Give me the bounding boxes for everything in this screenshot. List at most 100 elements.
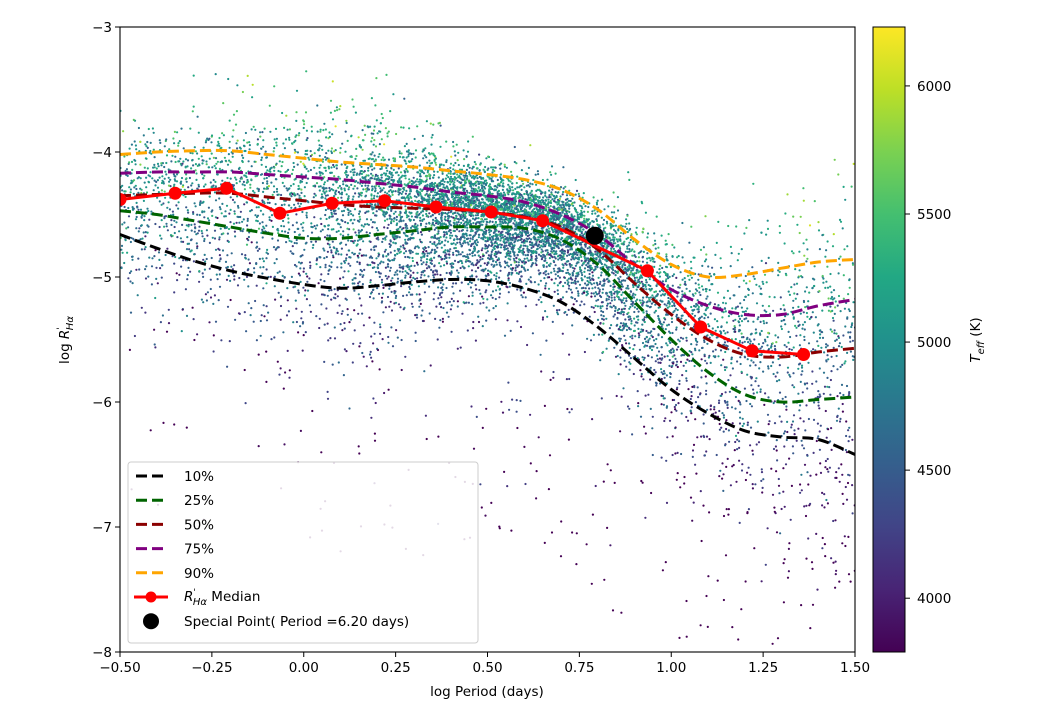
scatter-point [493, 223, 496, 226]
scatter-point [454, 199, 457, 202]
scatter-point [516, 265, 519, 268]
scatter-point [386, 135, 389, 138]
scatter-point [751, 483, 754, 486]
scatter-point [439, 281, 442, 284]
scatter-point [149, 141, 152, 144]
scatter-point [614, 224, 618, 227]
scatter-point [546, 178, 549, 181]
scatter-point [723, 399, 727, 403]
scatter-point [510, 170, 513, 173]
scatter-point [235, 182, 238, 185]
scatter-point [256, 187, 259, 190]
scatter-point [734, 440, 737, 444]
scatter-point [319, 217, 322, 220]
scatter-point [270, 214, 274, 217]
scatter-point [398, 270, 401, 273]
scatter-point [255, 284, 258, 287]
scatter-point [476, 241, 479, 244]
scatter-point [221, 179, 224, 182]
scatter-point [502, 191, 506, 194]
scatter-point [818, 336, 822, 339]
scatter-point [274, 298, 277, 301]
scatter-point [825, 249, 828, 252]
scatter-point [424, 225, 427, 228]
scatter-point [454, 243, 457, 246]
scatter-point [464, 174, 467, 177]
scatter-point [356, 239, 359, 242]
scatter-point [801, 327, 804, 330]
scatter-point [286, 128, 289, 131]
scatter-point [628, 248, 631, 251]
scatter-point [598, 282, 602, 286]
scatter-point [800, 373, 803, 376]
scatter-point [359, 248, 362, 251]
scatter-point [399, 182, 402, 185]
scatter-point [400, 285, 403, 288]
scatter-point [300, 188, 303, 191]
scatter-point [370, 218, 373, 221]
scatter-point [841, 410, 845, 413]
scatter-point [360, 191, 363, 194]
scatter-point [397, 303, 401, 306]
scatter-point [657, 246, 660, 249]
scatter-point [332, 189, 335, 192]
scatter-point [329, 99, 333, 102]
scatter-point [474, 339, 477, 342]
scatter-point [558, 276, 562, 279]
scatter-point [382, 237, 385, 240]
scatter-point [501, 411, 505, 414]
scatter-point [563, 212, 567, 216]
scatter-point [628, 407, 631, 410]
scatter-point [591, 274, 595, 277]
scatter-point [503, 334, 507, 337]
scatter-point [514, 269, 517, 272]
scatter-point [253, 267, 256, 270]
scatter-point [806, 257, 809, 260]
scatter-point [665, 374, 669, 377]
scatter-point [174, 160, 177, 164]
scatter-point [437, 297, 440, 300]
scatter-point [261, 257, 264, 260]
scatter-point [499, 243, 502, 246]
scatter-point [531, 183, 534, 186]
scatter-point [547, 264, 551, 267]
scatter-point [229, 177, 232, 180]
scatter-point [749, 342, 752, 345]
scatter-point [647, 331, 650, 334]
scatter-point [295, 213, 298, 216]
scatter-point [236, 84, 239, 87]
scatter-point [303, 186, 306, 189]
scatter-point [443, 277, 446, 280]
scatter-point [602, 315, 605, 318]
scatter-point [509, 329, 512, 332]
scatter-point [208, 267, 211, 270]
scatter-point [767, 365, 770, 368]
scatter-point [852, 315, 855, 318]
scatter-point [697, 396, 700, 399]
scatter-point [404, 160, 407, 163]
scatter-point [352, 342, 355, 345]
scatter-point [236, 284, 240, 287]
scatter-point [629, 271, 633, 274]
scatter-point [705, 362, 709, 365]
scatter-point [795, 334, 798, 337]
scatter-point [246, 217, 249, 220]
scatter-point [339, 277, 342, 280]
scatter-point [501, 188, 504, 191]
scatter-point [656, 346, 659, 349]
scatter-point [755, 283, 758, 286]
scatter-point [273, 190, 276, 194]
scatter-point [581, 273, 584, 277]
scatter-point [387, 275, 390, 278]
scatter-point [245, 275, 249, 278]
scatter-point [429, 364, 432, 367]
scatter-point [612, 315, 615, 318]
scatter-point [402, 219, 405, 222]
scatter-point [588, 266, 591, 269]
scatter-point [453, 197, 456, 200]
scatter-point [465, 237, 468, 241]
scatter-point [551, 320, 554, 323]
scatter-point [425, 192, 428, 195]
scatter-point [498, 276, 501, 279]
scatter-point [413, 195, 416, 198]
